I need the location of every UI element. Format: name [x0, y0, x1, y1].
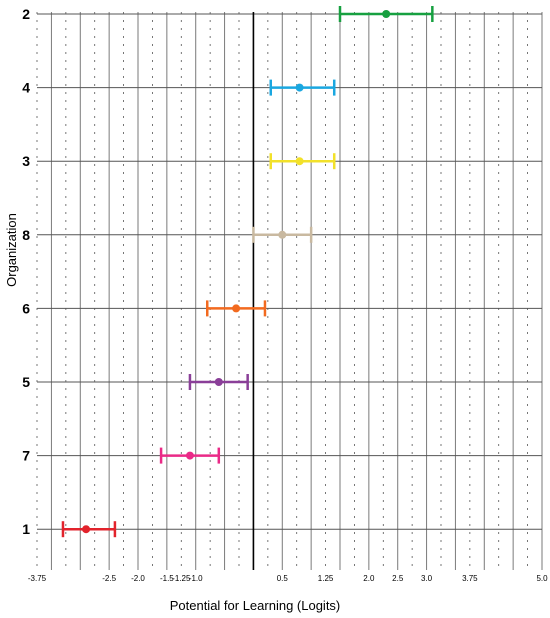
- x-tick-label: 1.25: [318, 574, 334, 583]
- x-tick-label: 3.75: [462, 574, 478, 583]
- x-tick-label: 0.5: [277, 574, 289, 583]
- errorbar-org-5: [188, 374, 249, 390]
- x-tick-label: -2.0: [131, 574, 145, 583]
- point-estimate-marker: [295, 83, 304, 92]
- grid-layer: [36, 12, 543, 570]
- errorbar-org-8: [252, 226, 313, 243]
- x-tick-label: -3.75: [28, 574, 47, 583]
- x-tick-label: -1.5: [160, 574, 174, 583]
- errorbar-org-6: [206, 300, 267, 317]
- point-estimate-marker: [232, 304, 241, 313]
- x-tick-label: -1.25: [172, 574, 191, 583]
- x-tick-labels: -3.75 -2.5 -2.0 -1.5-1.25-1.0 0.5 1.25 2.0 2.5 3…: [28, 574, 548, 583]
- y-tick-label-org-7: 7: [22, 448, 30, 464]
- y-tick-label-org-6: 6: [22, 300, 30, 316]
- point-estimate-marker: [82, 525, 91, 534]
- errorbar-layer: [61, 6, 434, 538]
- y-tick-label-org-1: 1: [22, 521, 30, 537]
- point-estimate-marker: [214, 378, 223, 386]
- y-axis-title: Organization: [4, 213, 19, 287]
- category-lines-layer: [37, 13, 542, 530]
- x-tick-label: 3.0: [421, 574, 433, 583]
- point-estimate-marker: [295, 157, 304, 166]
- x-tick-label: 5.0: [536, 574, 548, 583]
- x-axis-title: Potential for Learning (Logits): [170, 598, 341, 613]
- errorbar-org-1: [61, 521, 117, 538]
- y-tick-label-org-8: 8: [22, 227, 30, 243]
- y-tick-label-org-4: 4: [22, 80, 30, 96]
- x-tick-label: 2.0: [363, 574, 375, 583]
- errorbar-org-4: [269, 79, 336, 96]
- x-tick-label: -1.0: [189, 574, 203, 583]
- y-tick-label-org-3: 3: [22, 153, 30, 169]
- y-tick-label-org-2: 2: [22, 6, 30, 22]
- errorbar-org-3: [269, 153, 336, 170]
- point-estimate-marker: [278, 230, 287, 239]
- x-tick-label: -2.5: [102, 574, 116, 583]
- errorbar-org-2: [338, 6, 434, 22]
- point-estimate-marker: [382, 10, 391, 18]
- errorbar-org-7: [159, 447, 221, 464]
- point-estimate-marker: [185, 451, 194, 460]
- y-tick-label-org-5: 5: [22, 374, 30, 390]
- y-tick-labels: 2 4 3 8 6 5 7 1: [22, 6, 30, 537]
- x-tick-label: 2.5: [392, 574, 404, 583]
